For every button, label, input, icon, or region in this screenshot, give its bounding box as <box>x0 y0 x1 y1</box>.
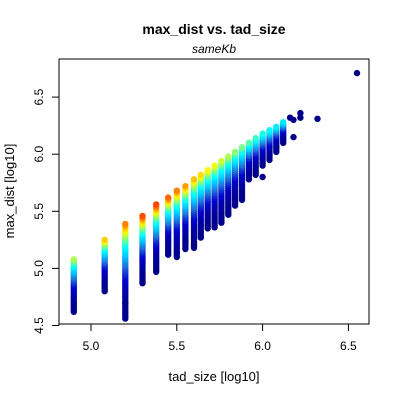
data-point <box>353 69 361 77</box>
data-point <box>314 115 321 123</box>
data-point <box>218 157 225 165</box>
y-axis-label: max_dist [log10] <box>2 144 17 239</box>
data-point <box>182 183 189 190</box>
data-point <box>153 201 160 208</box>
y-tick-label: 5.5 <box>32 203 46 220</box>
x-tick-label: 5.0 <box>83 339 100 353</box>
data-point <box>259 173 266 181</box>
data-point <box>204 167 211 174</box>
data-point <box>122 220 129 228</box>
data-point <box>225 153 232 160</box>
data-point <box>211 162 218 169</box>
chart-subtitle: sameKb <box>192 42 236 56</box>
y-tick-label: 6.5 <box>32 88 46 105</box>
y-tick-label: 6.0 <box>32 146 46 163</box>
data-point <box>139 212 146 220</box>
data-point <box>101 236 108 243</box>
data-point <box>297 109 304 117</box>
data-point <box>122 299 129 306</box>
data-point <box>197 171 204 178</box>
y-tick-label: 5.0 <box>32 260 46 277</box>
data-point <box>273 123 280 130</box>
data-point <box>190 242 198 249</box>
x-tick-label: 6.0 <box>254 339 271 353</box>
x-tick-label: 6.5 <box>340 339 357 353</box>
plot-frame <box>58 58 370 325</box>
chart-title: max_dist vs. tad_size <box>142 21 285 37</box>
data-point <box>165 194 172 201</box>
data-point <box>238 144 246 151</box>
data-point <box>245 139 253 146</box>
x-axis-label: tad_size [log10] <box>168 369 259 384</box>
data-point <box>173 187 180 194</box>
data-point <box>297 114 304 121</box>
data-point <box>280 119 287 126</box>
x-tick-label: 5.5 <box>168 339 185 353</box>
data-points <box>70 69 361 322</box>
data-point <box>231 148 239 156</box>
data-point <box>266 127 273 134</box>
data-point <box>190 176 198 183</box>
data-point <box>290 116 297 124</box>
data-point <box>290 133 297 141</box>
data-point <box>70 256 78 263</box>
data-point <box>259 130 266 137</box>
data-point <box>252 135 259 142</box>
y-tick-label: 4.5 <box>32 317 46 334</box>
